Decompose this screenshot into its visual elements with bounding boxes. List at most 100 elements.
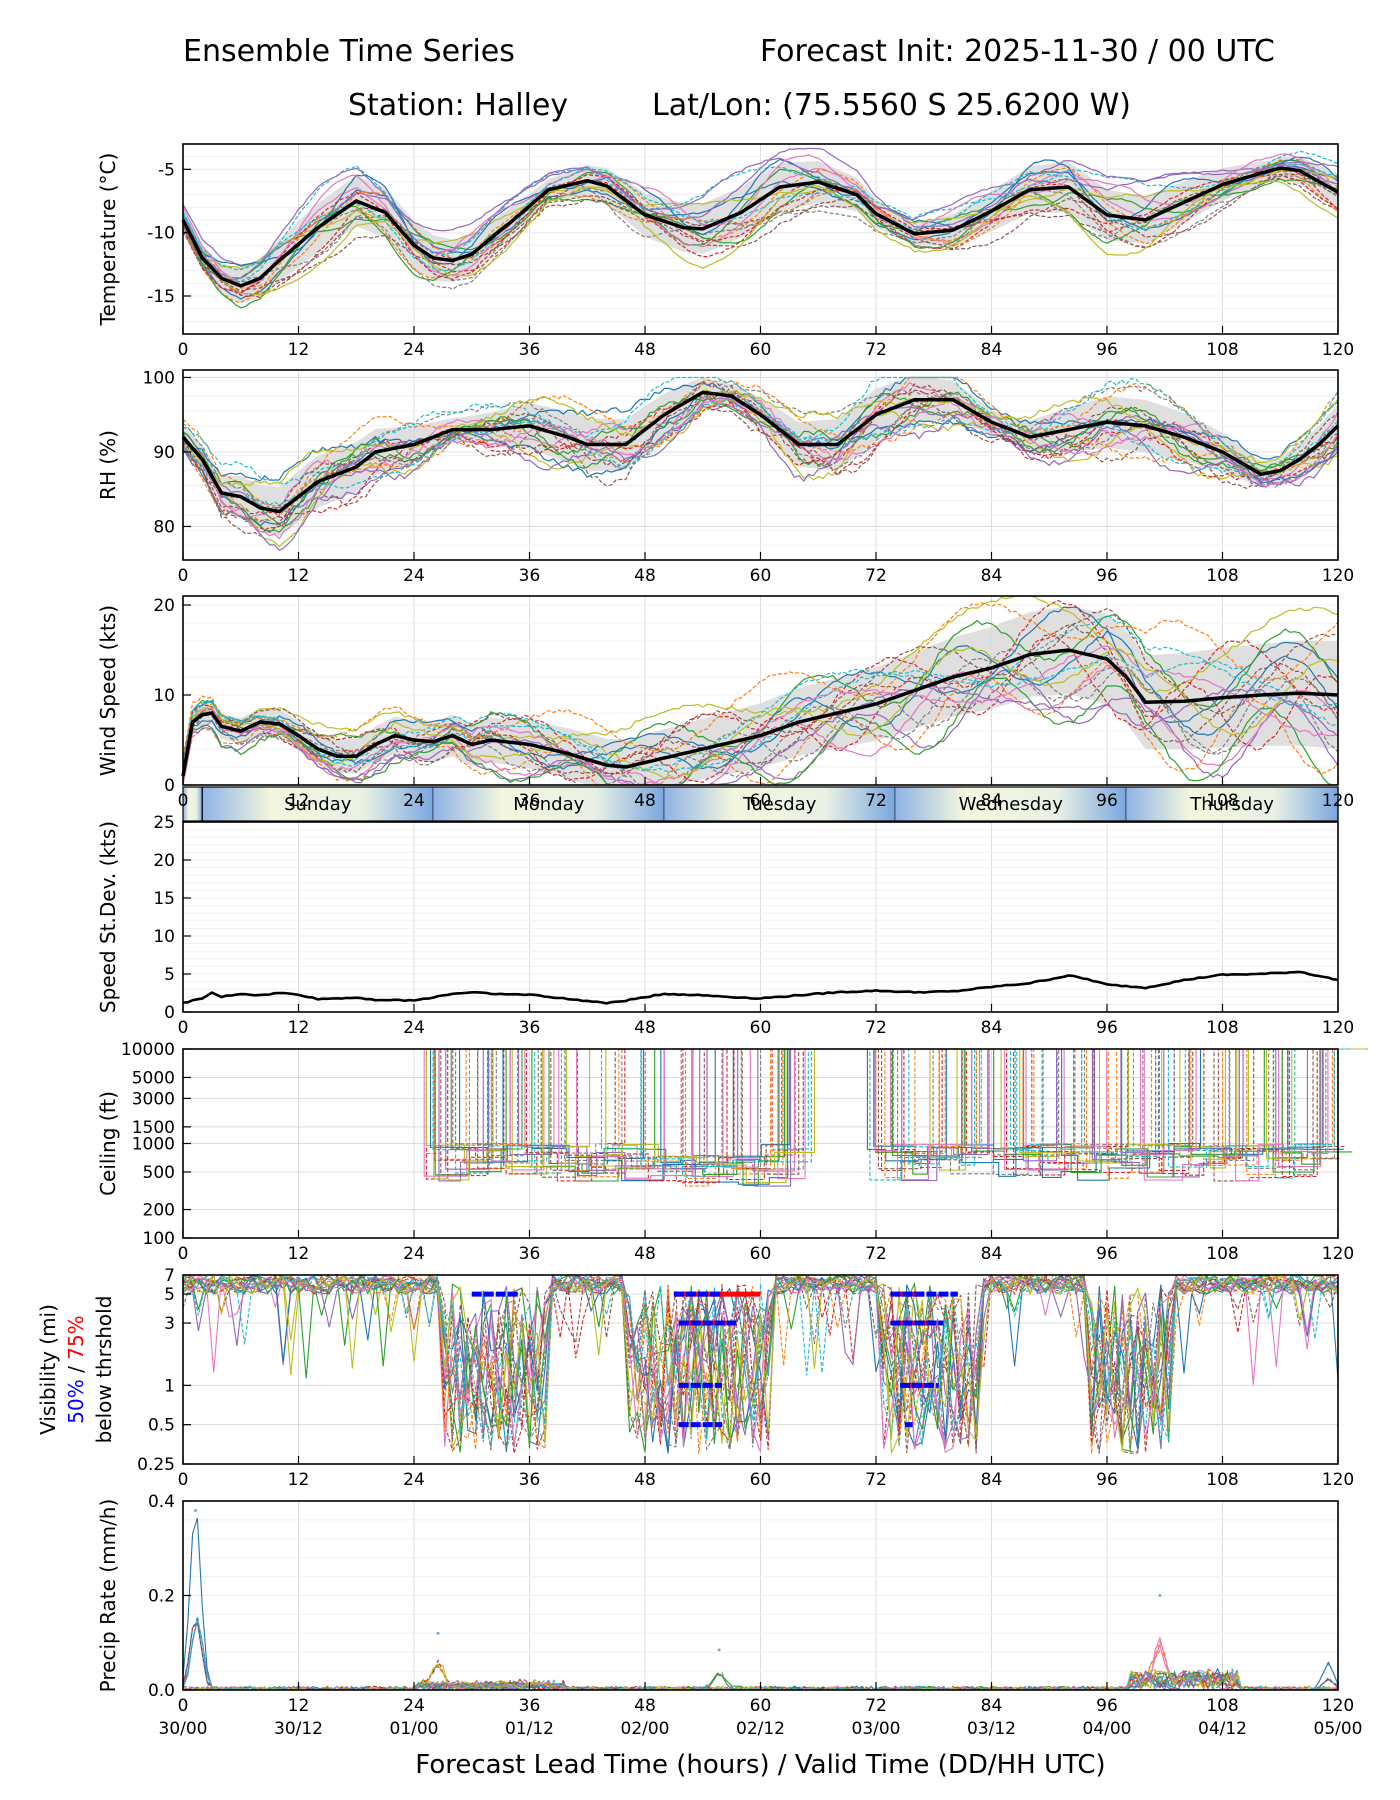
ensemble-member-line xyxy=(182,634,1339,784)
x-tick-label-valid-time: 03/00 xyxy=(852,1719,901,1739)
y-tick-label: 500 xyxy=(143,1163,175,1183)
x-tick-label: 36 xyxy=(519,1244,541,1264)
y-tick-label: 100 xyxy=(143,368,175,388)
day-segment xyxy=(664,787,896,821)
x-tick-label: 120 xyxy=(1322,340,1354,360)
y-tick-label: 20 xyxy=(153,596,175,616)
x-tick-label: 96 xyxy=(1096,566,1118,586)
x-tick-label: 108 xyxy=(1206,1018,1238,1038)
x-tick-label: 0 xyxy=(178,1244,189,1264)
x-tick-label: 36 xyxy=(519,791,541,811)
ensemble-member-line xyxy=(182,180,1339,296)
x-tick-label: 0 xyxy=(178,1470,189,1490)
x-tick-label: 72 xyxy=(865,1244,887,1264)
day-label-monday: Monday xyxy=(513,794,584,815)
ensemble-members xyxy=(183,1048,1370,1187)
y-tick-label: 7 xyxy=(164,1266,175,1286)
y-tick-label: 3000 xyxy=(132,1089,175,1109)
y-tick-label: 0.5 xyxy=(148,1416,175,1436)
x-tick-label: 72 xyxy=(865,1018,887,1038)
y-axis-label: Visibility (mi) xyxy=(36,1304,60,1435)
x-tick-label-valid-time: 05/00 xyxy=(1314,1719,1363,1739)
precip-peak-point xyxy=(194,1508,198,1512)
threshold-50-label: 50% xyxy=(64,1379,88,1423)
day-band-frame xyxy=(182,786,1339,822)
x-tick-label: 24 xyxy=(403,340,425,360)
forecast-init: Forecast Init: 2025-11-30 / 00 UTC xyxy=(760,34,1275,69)
stdev-line xyxy=(182,970,1339,1005)
x-tick-label: 84 xyxy=(981,1696,1003,1716)
ensemble-member-line xyxy=(182,158,1339,289)
day-label-tuesday: Tuesday xyxy=(742,794,817,815)
x-tick-label: 120 xyxy=(1322,1696,1354,1716)
threshold-75-label: 75% xyxy=(64,1315,88,1359)
x-tick-label: 24 xyxy=(403,1470,425,1490)
x-tick-label: 12 xyxy=(288,1244,310,1264)
ensemble-members xyxy=(182,595,1339,786)
y-tick-label: 0.4 xyxy=(148,1492,175,1512)
x-tick-label: 72 xyxy=(865,566,887,586)
x-tick-label-valid-time: 30/00 xyxy=(159,1719,208,1739)
station-name: Station: Halley xyxy=(348,88,569,123)
day-label-thursday: Thursday xyxy=(1189,794,1274,815)
precip-peaks xyxy=(194,1508,1330,1666)
ensemble-mean-line xyxy=(181,648,1339,777)
x-tick-label: 84 xyxy=(981,340,1003,360)
x-tick-label: 60 xyxy=(750,791,772,811)
x-tick-label: 108 xyxy=(1206,791,1238,811)
x-tick-label-valid-time: 02/12 xyxy=(736,1719,785,1739)
x-tick-label: 108 xyxy=(1206,1696,1238,1716)
y-axis-label: Ceiling (ft) xyxy=(96,1091,120,1196)
y-tick-label: 1000 xyxy=(132,1135,175,1155)
ensemble-member-line xyxy=(182,376,1339,486)
x-tick-label: 24 xyxy=(403,791,425,811)
y-tick-label: 0.0 xyxy=(148,1681,175,1701)
ensemble-member-line xyxy=(182,400,1339,537)
ensemble-member-line xyxy=(182,595,1339,777)
x-tick-label: 48 xyxy=(634,566,656,586)
figure-header: Ensemble Time Series Forecast Init: 2025… xyxy=(0,0,1400,140)
x-tick-label: 0 xyxy=(178,340,189,360)
x-tick-label: 36 xyxy=(519,1470,541,1490)
x-tick-label: 0 xyxy=(178,566,189,586)
ensemble-member-line xyxy=(182,1274,1339,1448)
ensemble-member-line xyxy=(182,163,1339,272)
x-tick-label: 84 xyxy=(981,1470,1003,1490)
ensemble-member-line xyxy=(182,657,1339,786)
ensemble-member-line xyxy=(182,153,1339,287)
y-tick-label: 10000 xyxy=(121,1040,175,1060)
y-tick-label: 10 xyxy=(153,927,175,947)
x-tick-label-valid-time: 30/12 xyxy=(274,1719,323,1739)
x-tick-label: 60 xyxy=(750,1470,772,1490)
x-tick-label-valid-time: 04/12 xyxy=(1198,1719,1247,1739)
x-tick-label: 48 xyxy=(634,1470,656,1490)
x-tick-label: 72 xyxy=(865,1470,887,1490)
x-tick-label: 108 xyxy=(1206,566,1238,586)
ensemble-member-line xyxy=(182,1274,1339,1454)
y-tick-label: -10 xyxy=(147,224,175,244)
ensemble-mean-line xyxy=(181,166,1339,288)
ensemble-member-line xyxy=(183,1048,1353,1180)
x-tick-label: 0 xyxy=(178,791,189,811)
y-axis-label-below: below thrshold xyxy=(92,1296,116,1444)
day-segment xyxy=(433,787,665,821)
y-axis-label: Precip Rate (mm/h) xyxy=(96,1499,120,1693)
day-segment xyxy=(202,787,434,821)
x-tick-label: 36 xyxy=(519,1018,541,1038)
ensemble-member-line xyxy=(183,1048,1347,1175)
y-tick-label: 5 xyxy=(164,1285,175,1305)
y-tick-label: 90 xyxy=(153,443,175,463)
ensemble-member-line xyxy=(182,168,1339,270)
ensemble-member-line xyxy=(183,1048,1370,1181)
y-tick-label: -15 xyxy=(147,287,175,307)
ensemble-mean-line xyxy=(181,390,1340,514)
ensemble-spread-band xyxy=(183,377,1338,537)
visibility-panel: 0 12 24 36 48 60 72 84 96 108 120 75 3 1 0.5 0.25 Visibi… xyxy=(36,1266,1354,1490)
x-tick-label: 96 xyxy=(1096,1244,1118,1264)
ensemble-member-line xyxy=(182,168,1339,283)
x-tick-label: 48 xyxy=(634,1244,656,1264)
y-tick-label: 0 xyxy=(164,1003,175,1023)
precip-peak-point xyxy=(1158,1594,1162,1597)
x-tick-label: 96 xyxy=(1096,1018,1118,1038)
